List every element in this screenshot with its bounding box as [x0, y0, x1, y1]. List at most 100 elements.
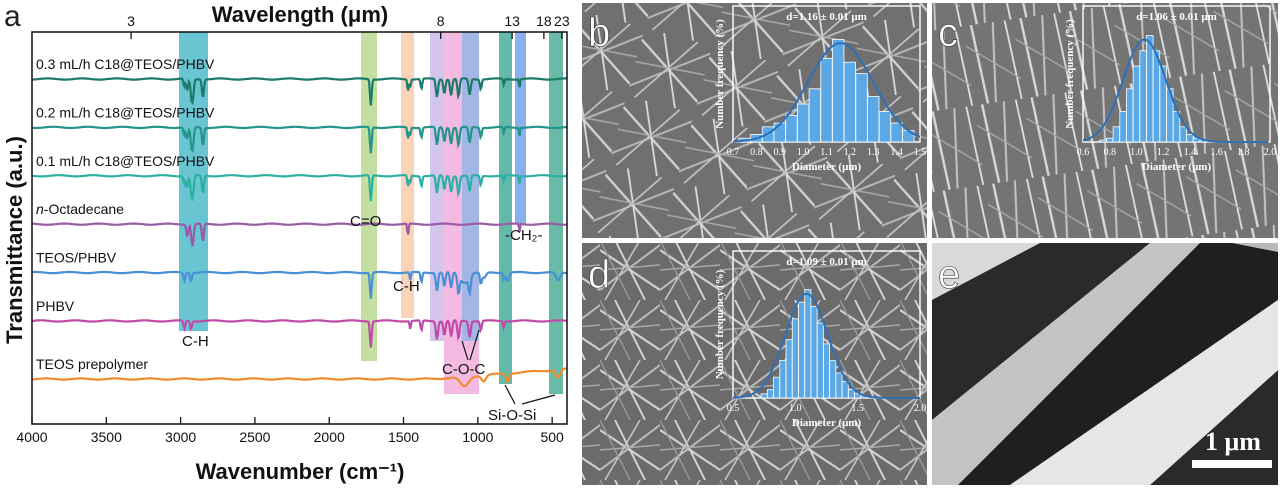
hist-bar [1099, 139, 1107, 143]
hist-x-label: Diameter (μm) [792, 161, 862, 173]
hist-tick-label: 1.4 [890, 147, 903, 158]
hist-bar [878, 111, 892, 143]
hist-tick-label: 1.3 [867, 147, 880, 158]
hist-tick-label: 1.5 [914, 147, 927, 158]
hist-bar [773, 122, 786, 143]
band-label-carbonyl: C=O [350, 213, 381, 230]
hist-bar [1139, 50, 1147, 143]
hist-x-label: Diameter (μm) [792, 417, 862, 429]
hist-bar [867, 96, 880, 143]
leader-sioso-2 [521, 394, 556, 405]
x-tick-label: 2500 [239, 429, 270, 445]
hist-bar [855, 73, 868, 143]
hist-tick-label: 1.0 [1130, 147, 1143, 158]
hist-bar [1179, 126, 1187, 143]
hist-tick-label: 1.8 [1237, 147, 1250, 158]
hist-tick-label: 2.0 [1264, 147, 1277, 158]
x-tick-label: 1500 [388, 429, 419, 445]
hist-bar [847, 389, 855, 399]
hist-tick-label: 0.7 [727, 147, 740, 158]
leader-coc-1 [461, 340, 469, 361]
tem-fiber-core [932, 243, 1200, 485]
x-tick-label: 3000 [165, 429, 196, 445]
panel-letter-e: e [938, 253, 960, 297]
hist-bar [1126, 88, 1134, 143]
hist-bar [1186, 133, 1194, 143]
hist-bar [1132, 65, 1141, 143]
hist-fit-curve [733, 292, 920, 399]
ftir-line [32, 270, 567, 299]
hist-tick-label: 0.8 [1103, 147, 1116, 158]
hist-bar [810, 305, 818, 399]
histogram-d: 0.5 1.0 1.5 2.0 Diameter (μm) Number frequenc… [714, 250, 927, 429]
plot-frame [31, 31, 568, 425]
x-tick-label: 3500 [91, 429, 122, 445]
series-label: TEOS/PHBV [36, 250, 117, 266]
ftir-series-lines [31, 77, 568, 388]
series-label: 0.2 mL/h C18@TEOS/PHBV [36, 104, 215, 120]
hist-tick-label: 0.6 [1077, 147, 1090, 158]
hist-bar [1152, 50, 1161, 143]
hist-bar [890, 122, 903, 143]
ftir-line [32, 367, 567, 388]
hist-bar [796, 103, 810, 143]
series-label: 0.3 mL/h C18@TEOS/PHBV [36, 56, 215, 72]
panel-letter-d: d [588, 253, 610, 297]
band-label-leaders [461, 329, 556, 405]
sem-fibers-d [582, 243, 927, 485]
band-label-ch-stretch: C-H [182, 333, 209, 350]
band-label-sioso: Si-O-Si [488, 407, 536, 424]
hist-tick-label: 1.4 [1184, 147, 1197, 158]
scalebar-label: 1 μm [1205, 427, 1261, 456]
hist-bar [1112, 126, 1121, 143]
histogram-b: 0.7 0.8 0.9 1.0 1.1 1.2 1.3 1.4 1.5 Diameter (μm)… [714, 5, 927, 173]
hist-bar [791, 318, 799, 399]
series-label: PHBV [36, 298, 75, 314]
hist-y-label: Number frequency (%) [714, 19, 726, 129]
sem-fibers-c [932, 3, 1278, 238]
hist-bar [1172, 111, 1181, 143]
hist-tick-label: 1.2 [1157, 147, 1170, 158]
x-axis-label: Wavenumber (cm⁻¹) [196, 459, 405, 484]
hist-bar [760, 393, 768, 399]
hist-bar [785, 115, 798, 143]
panel-letter-c: c [938, 11, 958, 55]
scalebar [1192, 460, 1272, 468]
hist-tick-label: 0.9 [774, 147, 787, 158]
band-labels: C-H C=O C-H C-O-C -CH₂- Si-O-Si [182, 213, 542, 424]
hist-bar [1146, 35, 1154, 143]
ftir-line [31, 125, 568, 154]
hist-tick-label: 1.0 [789, 403, 802, 414]
band-label-ch2: -CH₂- [505, 227, 542, 244]
panel-c-sem-image [932, 3, 1278, 238]
band-sioso-2 [549, 32, 563, 394]
hist-tick-label: 0.8 [750, 147, 763, 158]
top-tick-label: 23 [554, 13, 570, 29]
hist-annotation: d=1.09 ± 0.01 μm [786, 256, 867, 268]
hist-tick-label: 2.0 [914, 403, 927, 414]
hist-bar [832, 39, 845, 143]
x-tick-label: 500 [540, 429, 564, 445]
ftir-line [31, 77, 567, 106]
hist-x-label: Diameter (μm) [1142, 161, 1212, 173]
y-axis-label: Transmittance (a.u.) [2, 136, 27, 344]
leader-coc-2 [469, 329, 480, 361]
panel-a-ftir-chart: a Wavelength (μm) Wavenumber (cm⁻¹) Tran… [2, 0, 570, 484]
ftir-line [31, 174, 568, 202]
band-label-ch-bend: C-H [393, 278, 420, 295]
panel-d-sem-image [582, 243, 927, 485]
band-ch-bend [401, 32, 414, 318]
top-axis-label: Wavelength (μm) [212, 2, 388, 27]
series-label: n-Octadecane [36, 201, 124, 217]
hist-bar [823, 343, 830, 399]
top-tick-label: 8 [437, 13, 445, 29]
ftir-axes: 4000 3500 3000 2500 2000 1500 1000 500 3 8 13 18 23 [16, 13, 569, 445]
hist-tick-label: 1.6 [1210, 147, 1223, 158]
hist-tick-label: 1.2 [844, 147, 857, 158]
hist-annotation: d=1.06 ± 0.01 μm [1136, 11, 1217, 23]
hist-bar [835, 372, 843, 399]
hist-bar [766, 389, 774, 399]
hist-tick-label: 1.5 [851, 403, 864, 414]
ftir-line [31, 222, 568, 247]
